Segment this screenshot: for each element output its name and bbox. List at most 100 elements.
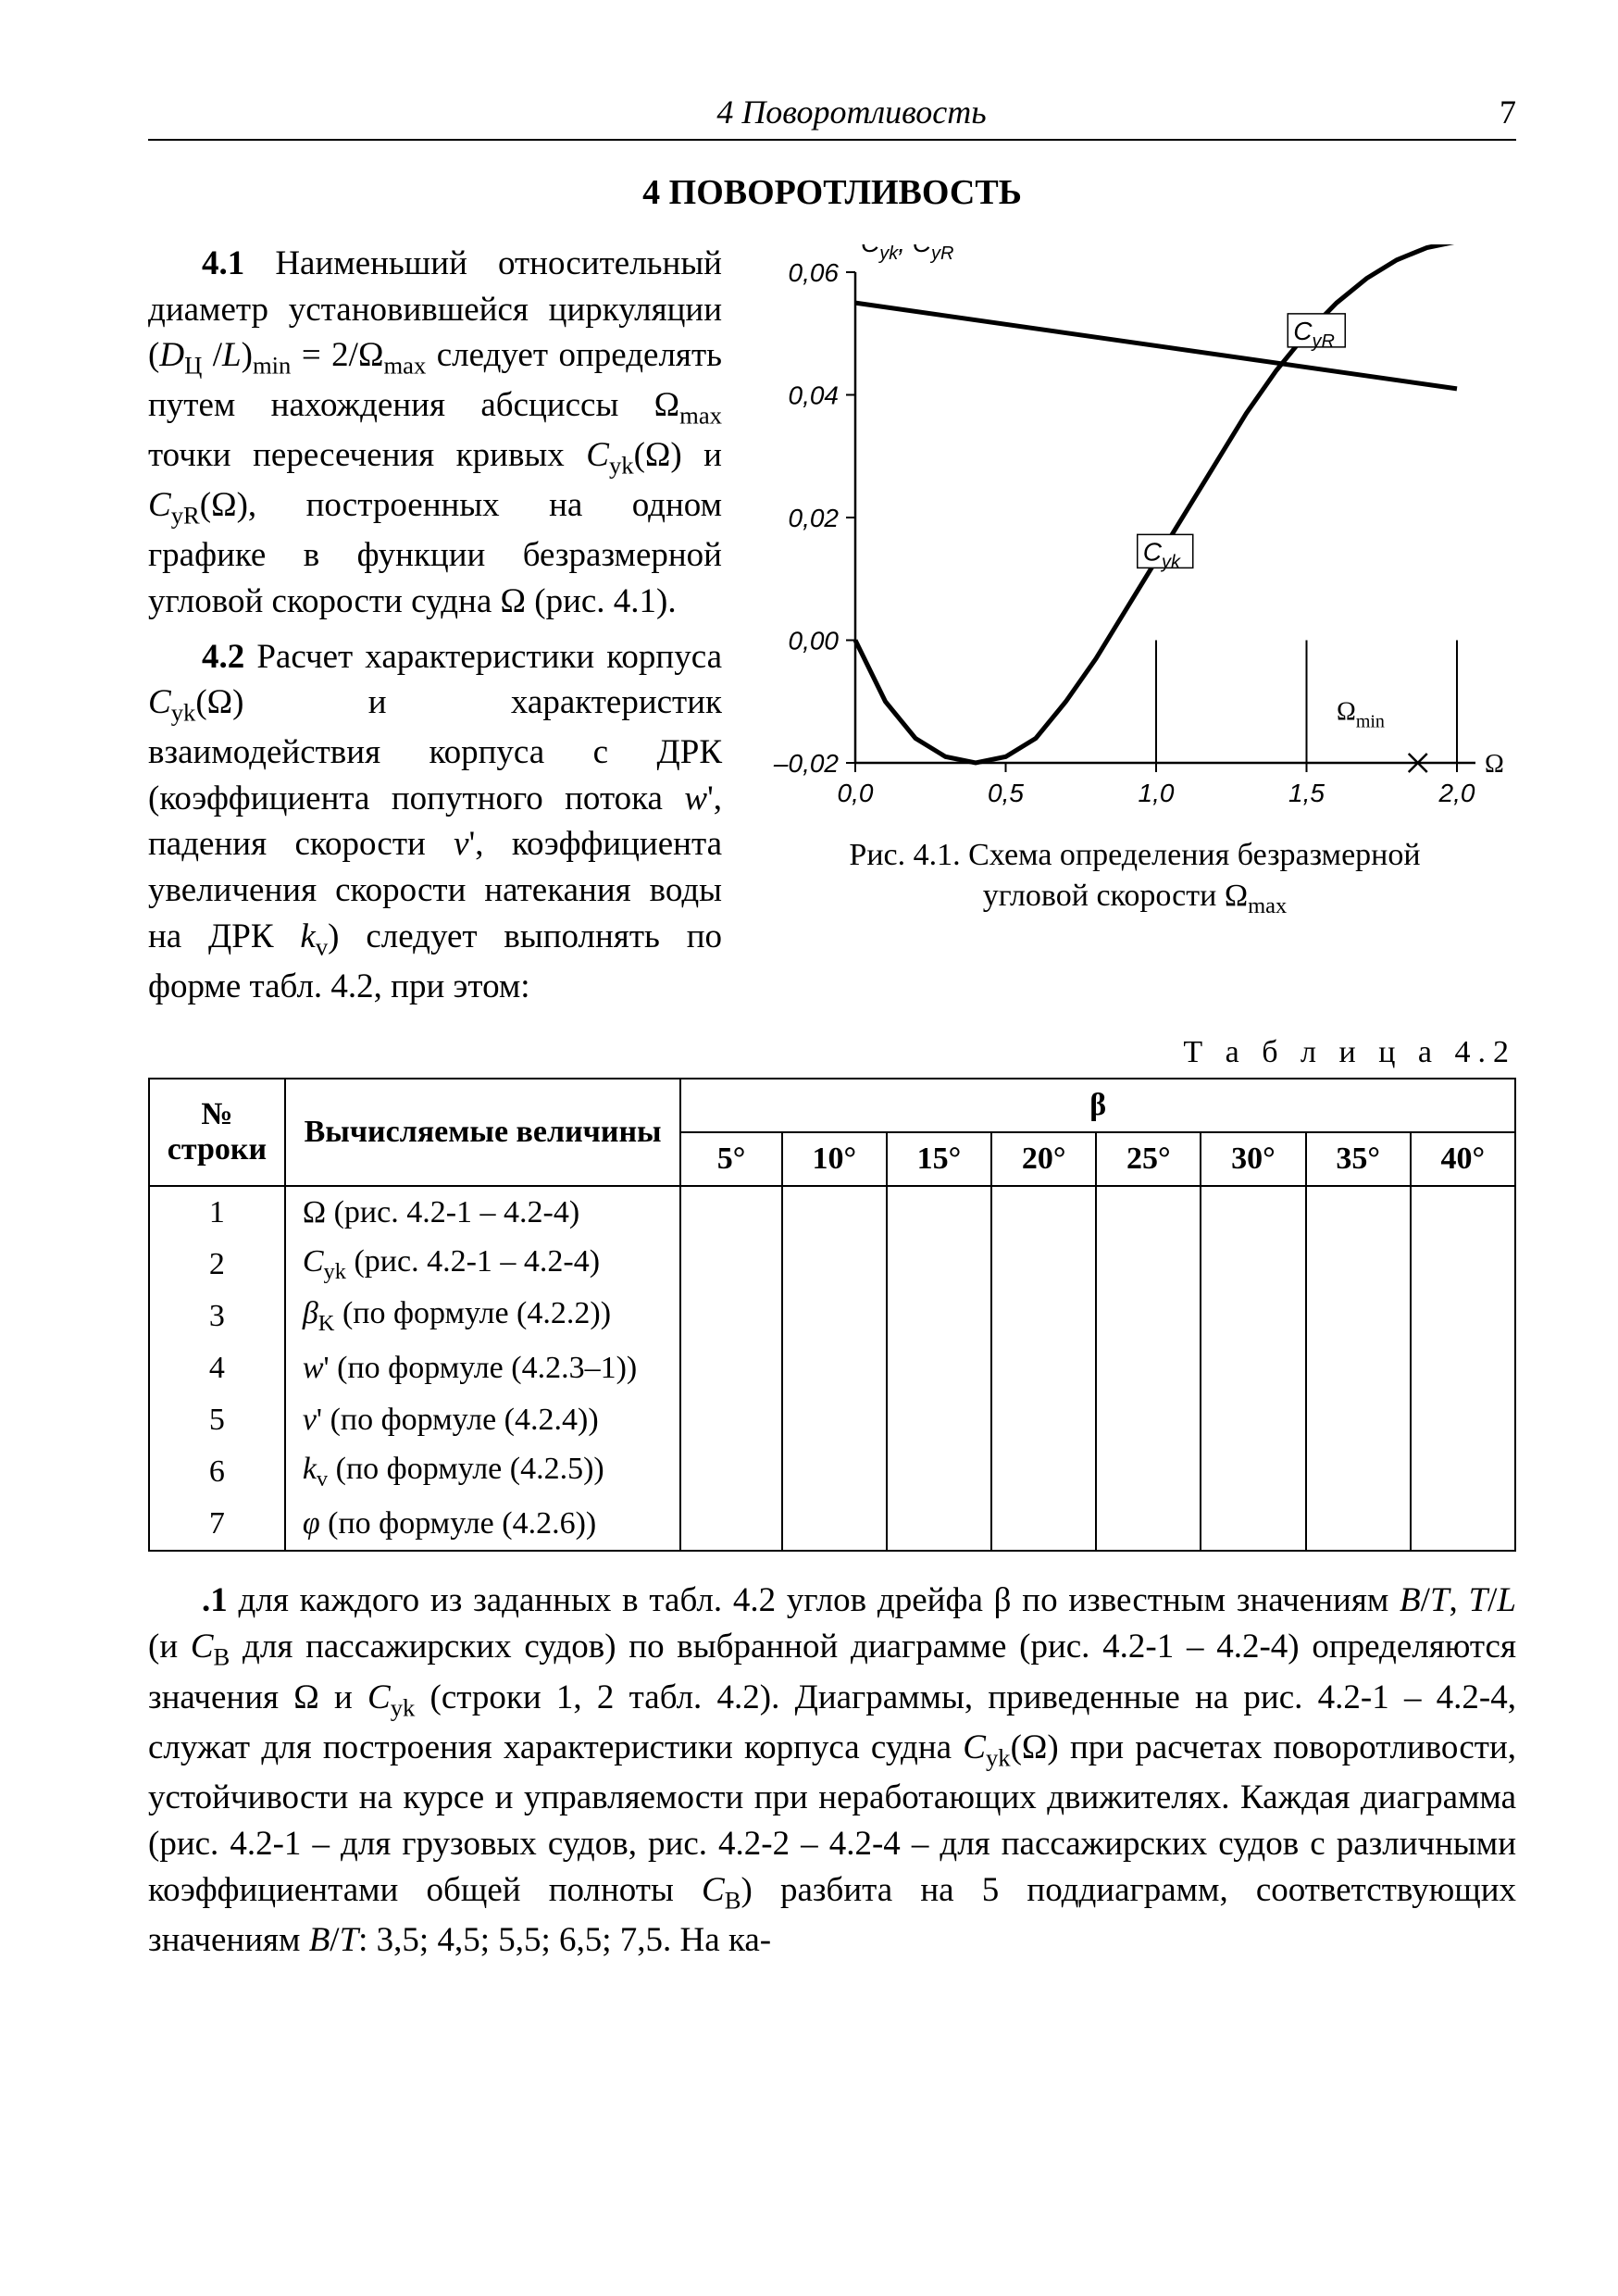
cell-empty — [887, 1186, 991, 1239]
chart-svg: 0,060,040,020,00–0,020,00,51,01,52,0Cyk,… — [753, 244, 1512, 818]
cell-empty — [1306, 1394, 1411, 1446]
svg-text:0,5: 0,5 — [988, 779, 1024, 807]
svg-text:Ωmin: Ωmin — [1337, 698, 1385, 732]
page-number: 7 — [1500, 93, 1516, 131]
svg-text:0,02: 0,02 — [789, 504, 840, 532]
cell-empty — [887, 1446, 991, 1498]
cell-empty — [1411, 1446, 1515, 1498]
cell-empty — [1306, 1498, 1411, 1551]
cell-empty — [680, 1291, 781, 1342]
para-num-4-1: 4.1 — [202, 244, 244, 282]
svg-text:2,0: 2,0 — [1438, 779, 1475, 807]
cell-empty — [1096, 1498, 1201, 1551]
cell-empty — [887, 1498, 991, 1551]
cell-empty — [1411, 1498, 1515, 1551]
svg-text:Ω: Ω — [1485, 750, 1504, 779]
svg-text:0,06: 0,06 — [789, 258, 840, 287]
th-beta-angle: 25° — [1096, 1132, 1201, 1186]
cell-empty — [1096, 1239, 1201, 1291]
table-label: Т а б л и ц а 4.2 — [148, 1035, 1516, 1070]
cell-empty — [680, 1342, 781, 1394]
cell-empty — [1201, 1446, 1305, 1498]
cell-empty — [1306, 1342, 1411, 1394]
row-quantity: w' (по формуле (4.2.3–1)) — [285, 1342, 681, 1394]
cell-empty — [1411, 1186, 1515, 1239]
paragraph-4-2: 4.2 Расчет характеристики корпуса Cyk(Ω)… — [148, 634, 722, 1010]
cell-empty — [1201, 1342, 1305, 1394]
svg-text:0,0: 0,0 — [838, 779, 874, 807]
cell-empty — [887, 1342, 991, 1394]
th-no: № — [201, 1097, 232, 1131]
bottom-paragraph: .1 для каждого из заданных в табл. 4.2 у… — [148, 1578, 1516, 1964]
table-4-2: № строки Вычисляемые величины β 5°10°15°… — [148, 1078, 1516, 1552]
cell-empty — [1306, 1186, 1411, 1239]
row-number: 3 — [149, 1291, 285, 1342]
row-number: 1 — [149, 1186, 285, 1239]
th-beta-angle: 10° — [782, 1132, 887, 1186]
cell-empty — [782, 1446, 887, 1498]
cell-empty — [1201, 1394, 1305, 1446]
cell-empty — [680, 1394, 781, 1446]
row-number: 2 — [149, 1239, 285, 1291]
running-header: 4 Поворотливость 7 — [148, 93, 1516, 141]
th-beta-angle: 20° — [991, 1132, 1096, 1186]
paragraph-4-1: 4.1 Наименьший относительный диаметр уст… — [148, 241, 722, 625]
cell-empty — [782, 1291, 887, 1342]
svg-text:1,0: 1,0 — [1139, 779, 1175, 807]
svg-text:0,00: 0,00 — [789, 627, 840, 655]
cell-empty — [1306, 1446, 1411, 1498]
cell-empty — [782, 1498, 887, 1551]
row-quantity: Cyk (рис. 4.2-1 – 4.2-4) — [285, 1239, 681, 1291]
para-num-bottom: .1 — [202, 1581, 228, 1619]
row-quantity: kv (по формуле (4.2.5)) — [285, 1446, 681, 1498]
bottom-para-text: для каждого из заданных в табл. 4.2 угло… — [148, 1581, 1516, 1959]
cell-empty — [1411, 1394, 1515, 1446]
cell-empty — [1201, 1291, 1305, 1342]
th-beta-angle: 35° — [1306, 1132, 1411, 1186]
cell-empty — [991, 1446, 1096, 1498]
para-num-4-2: 4.2 — [202, 638, 244, 676]
cell-empty — [1096, 1291, 1201, 1342]
cell-empty — [782, 1342, 887, 1394]
cell-empty — [680, 1446, 781, 1498]
cell-empty — [991, 1498, 1096, 1551]
row-number: 7 — [149, 1498, 285, 1551]
cell-empty — [1306, 1291, 1411, 1342]
cell-empty — [782, 1239, 887, 1291]
svg-text:–0,02: –0,02 — [773, 749, 839, 778]
cell-empty — [1411, 1239, 1515, 1291]
cell-empty — [1411, 1342, 1515, 1394]
cell-empty — [991, 1186, 1096, 1239]
cell-empty — [1096, 1342, 1201, 1394]
th-beta: β — [680, 1079, 1515, 1132]
cell-empty — [1096, 1186, 1201, 1239]
row-number: 6 — [149, 1446, 285, 1498]
row-quantity: φ (по формуле (4.2.6)) — [285, 1498, 681, 1551]
cell-empty — [887, 1291, 991, 1342]
cell-empty — [991, 1239, 1096, 1291]
cell-empty — [991, 1342, 1096, 1394]
cell-empty — [1201, 1498, 1305, 1551]
cell-empty — [991, 1394, 1096, 1446]
cell-empty — [1096, 1446, 1201, 1498]
row-number: 5 — [149, 1394, 285, 1446]
row-quantity: βK (по формуле (4.2.2)) — [285, 1291, 681, 1342]
th-beta-angle: 5° — [680, 1132, 781, 1186]
cell-empty — [887, 1239, 991, 1291]
cell-empty — [1201, 1186, 1305, 1239]
cell-empty — [680, 1239, 781, 1291]
cell-empty — [680, 1186, 781, 1239]
cell-empty — [887, 1394, 991, 1446]
th-beta-angle: 30° — [1201, 1132, 1305, 1186]
cell-empty — [1411, 1291, 1515, 1342]
cell-empty — [1201, 1239, 1305, 1291]
svg-text:0,04: 0,04 — [789, 381, 840, 410]
svg-text:1,5: 1,5 — [1288, 779, 1325, 807]
th-quantities: Вычисляемые величины — [285, 1079, 681, 1186]
cell-empty — [1306, 1239, 1411, 1291]
cell-empty — [782, 1186, 887, 1239]
figure-4-1: 0,060,040,020,00–0,020,00,51,01,52,0Cyk,… — [753, 241, 1516, 1018]
header-title: 4 Поворотливость — [716, 93, 986, 131]
cell-empty — [1096, 1394, 1201, 1446]
row-quantity: ν' (по формуле (4.2.4)) — [285, 1394, 681, 1446]
